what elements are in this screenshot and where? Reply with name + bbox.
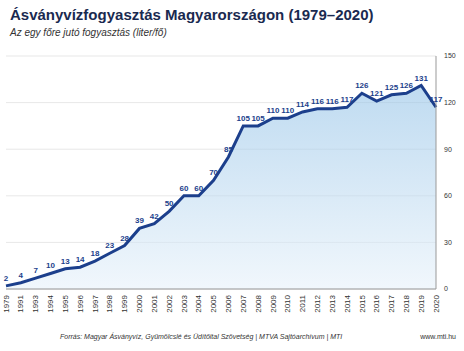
svg-text:117: 117: [341, 95, 354, 104]
svg-text:2004: 2004: [194, 294, 203, 312]
svg-text:2: 2: [4, 274, 9, 283]
html-text:www.mti.hu: www.mti.hu: [420, 333, 456, 340]
svg-text:2011: 2011: [298, 294, 307, 312]
svg-text:2019: 2019: [417, 294, 426, 312]
svg-text:105: 105: [237, 114, 251, 123]
svg-text:1996: 1996: [76, 294, 85, 312]
svg-text:18: 18: [91, 249, 100, 258]
svg-text:125: 125: [385, 83, 399, 92]
svg-text:39: 39: [135, 216, 144, 225]
svg-text:116: 116: [311, 97, 324, 106]
svg-text:50: 50: [165, 199, 174, 208]
svg-text:60: 60: [444, 192, 452, 199]
svg-text:2018: 2018: [402, 294, 411, 312]
svg-text:2007: 2007: [239, 294, 248, 312]
svg-text:23: 23: [105, 241, 114, 250]
svg-text:14: 14: [76, 255, 85, 264]
svg-text:110: 110: [281, 106, 294, 115]
svg-text:2014: 2014: [343, 294, 352, 312]
svg-text:1994: 1994: [46, 294, 55, 312]
svg-text:121: 121: [370, 89, 384, 98]
svg-text:13: 13: [61, 257, 70, 266]
svg-text:1998: 1998: [105, 294, 114, 312]
svg-text:2017: 2017: [387, 294, 396, 312]
svg-text:60: 60: [179, 184, 188, 193]
svg-text:114: 114: [296, 100, 309, 109]
svg-text:116: 116: [326, 97, 339, 106]
svg-text:2020: 2020: [432, 294, 441, 312]
html-text:Ásványvízfogyasztás Magyarorsz: Ásványvízfogyasztás Magyarországon (1979…: [10, 6, 374, 23]
svg-text:2006: 2006: [224, 294, 233, 312]
svg-text:0: 0: [444, 285, 448, 292]
svg-text:1995: 1995: [61, 294, 70, 312]
html-text:Forrás: Magyar Ásványvíz, Gyüm: Forrás: Magyar Ásványvíz, Gyümölcslé és …: [60, 333, 343, 340]
svg-text:2000: 2000: [135, 294, 144, 312]
svg-text:7: 7: [33, 266, 38, 275]
svg-text:117: 117: [430, 95, 443, 104]
svg-text:42: 42: [150, 212, 159, 221]
svg-text:1997: 1997: [91, 294, 100, 312]
svg-text:126: 126: [400, 81, 414, 90]
svg-text:1999: 1999: [120, 294, 129, 312]
svg-text:2005: 2005: [209, 294, 218, 312]
svg-text:2001: 2001: [150, 294, 159, 312]
svg-text:4: 4: [19, 271, 24, 280]
svg-text:1991: 1991: [17, 294, 26, 312]
svg-text:1979: 1979: [2, 294, 11, 312]
svg-text:2012: 2012: [313, 294, 322, 312]
svg-text:126: 126: [355, 81, 369, 90]
svg-text:2002: 2002: [165, 294, 174, 312]
svg-text:150: 150: [444, 52, 456, 59]
svg-text:105: 105: [251, 114, 265, 123]
svg-text:2003: 2003: [180, 294, 189, 312]
svg-text:2009: 2009: [269, 294, 278, 312]
svg-text:2015: 2015: [358, 294, 367, 312]
svg-text:120: 120: [444, 99, 456, 106]
svg-text:2013: 2013: [328, 294, 337, 312]
html-text:Az egy főre jutó fogyasztás (l: Az egy főre jutó fogyasztás (liter/fő): [10, 27, 167, 38]
svg-text:2016: 2016: [372, 294, 381, 312]
svg-text:131: 131: [414, 74, 428, 83]
svg-text:110: 110: [266, 106, 279, 115]
svg-text:85: 85: [224, 145, 233, 154]
svg-text:28: 28: [120, 234, 129, 243]
svg-text:2008: 2008: [254, 294, 263, 312]
svg-text:60: 60: [194, 184, 203, 193]
svg-text:10: 10: [46, 261, 55, 270]
svg-text:2010: 2010: [283, 294, 292, 312]
svg-text:70: 70: [209, 168, 218, 177]
svg-text:1993: 1993: [31, 294, 40, 312]
svg-text:30: 30: [444, 239, 452, 246]
svg-text:90: 90: [444, 146, 452, 153]
